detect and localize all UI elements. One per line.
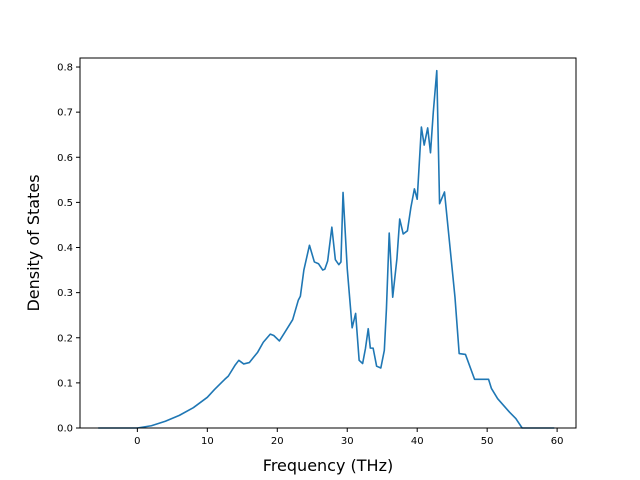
y-tick-label: 0.8: [57, 63, 73, 74]
x-tick-label: 0: [134, 436, 140, 447]
x-tick-label: 30: [341, 436, 354, 447]
y-tick-label: 0.5: [57, 198, 73, 209]
y-axis-ticks: 0.0 0.1 0.2 0.3 0.4 0.5 0.6 0.7 0.8: [57, 63, 80, 435]
x-tick-label: 40: [411, 436, 424, 447]
y-tick-label: 0.2: [57, 333, 73, 344]
x-tick-label: 10: [201, 436, 214, 447]
x-axis-ticks: 0 10 20 30 40 50 60: [134, 428, 563, 447]
x-axis-label: Frequency (THz): [263, 456, 393, 475]
plot-area: [98, 69, 555, 429]
y-tick-label: 0.4: [57, 243, 73, 254]
y-tick-label: 0.7: [57, 108, 73, 119]
axes-frame: [79, 57, 577, 429]
x-tick-label: 50: [481, 436, 494, 447]
x-tick-label: 20: [271, 436, 284, 447]
dos-series-line: [98, 69, 555, 429]
y-tick-label: 0.3: [57, 288, 73, 299]
y-axis-label: Density of States: [24, 174, 43, 311]
y-tick-label: 0.6: [57, 153, 73, 164]
y-tick-label: 0.1: [57, 378, 73, 389]
x-tick-label: 60: [551, 436, 564, 447]
y-tick-label: 0.0: [57, 424, 73, 435]
